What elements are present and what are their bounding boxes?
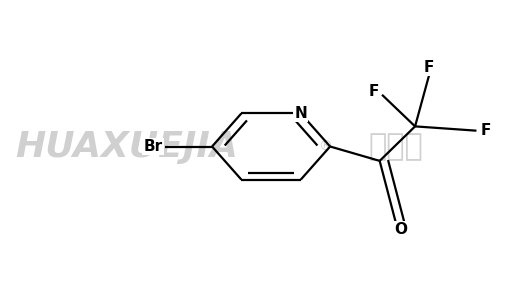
Text: F: F [481,123,491,138]
Text: F: F [368,84,379,99]
Text: HUAXUEJIA: HUAXUEJIA [16,130,238,163]
Text: 化学加: 化学加 [369,132,423,161]
Text: Br: Br [143,139,162,154]
Text: ®: ® [318,139,332,154]
Text: F: F [424,60,434,75]
Text: N: N [295,106,307,121]
Text: O: O [394,222,407,237]
